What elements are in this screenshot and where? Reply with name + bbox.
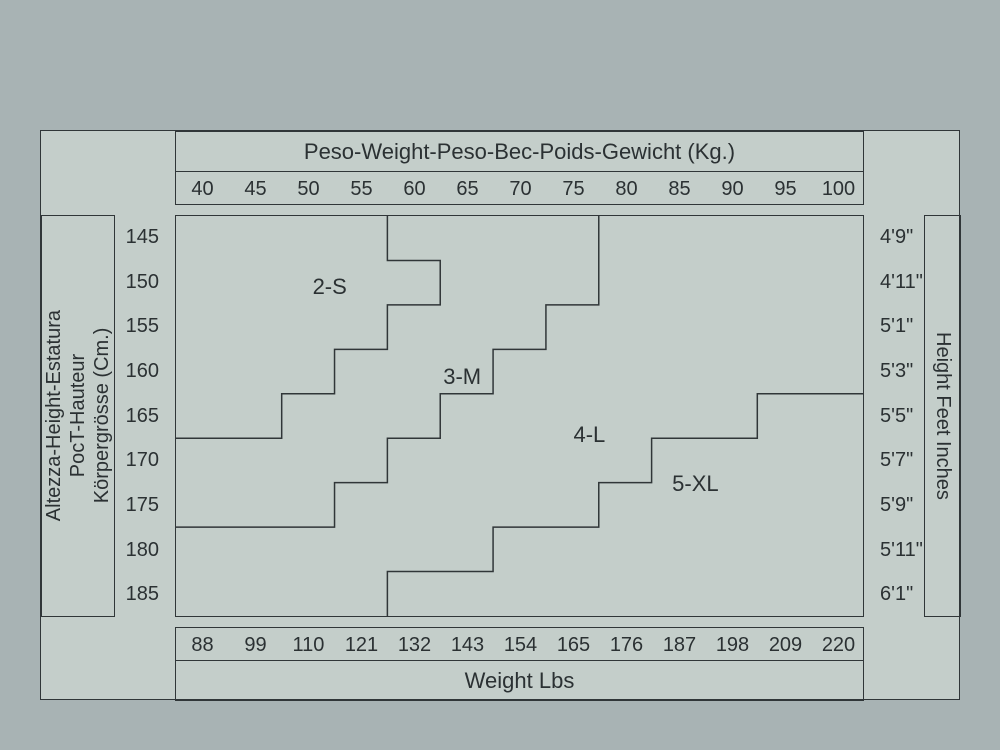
- weight-kg-tick: 65: [441, 178, 494, 201]
- weight-kg-tick: 75: [547, 178, 600, 201]
- height-cm-tick: 150: [115, 260, 165, 305]
- height-ft-tick: 5'7": [874, 438, 924, 483]
- height-ft-tick-col: 4'9"4'11"5'1"5'3"5'5"5'7"5'9"5'11"6'1": [874, 215, 924, 617]
- weight-lbs-tick: 154: [494, 634, 547, 657]
- size-zone-grid: 2-S 3-M 4-L 5-XL: [175, 215, 864, 617]
- zone-boundary: [176, 216, 440, 438]
- height-cm-tick: 185: [115, 572, 165, 617]
- weight-kg-tick: 40: [176, 178, 229, 201]
- height-cm-tick: 145: [115, 215, 165, 260]
- height-cm-tick-col: 145150155160165170175180185: [115, 215, 165, 617]
- weight-lbs-tick: 121: [335, 634, 388, 657]
- weight-lbs-tick: 198: [706, 634, 759, 657]
- height-cm-tick: 180: [115, 528, 165, 573]
- weight-lbs-tick: 187: [653, 634, 706, 657]
- weight-kg-tick-row: 404550556065707580859095100: [176, 172, 865, 206]
- weight-kg-tick: 85: [653, 178, 706, 201]
- zone-boundary-lines: [176, 216, 863, 616]
- height-ft-title: Height Feet Inches: [931, 332, 954, 500]
- height-cm-title-line: Körpergrösse (Cm.): [90, 310, 114, 521]
- weight-lbs-tick: 88: [176, 634, 229, 657]
- size-chart: Peso-Weight-Peso-Bec-Poids-Gewicht (Kg.)…: [40, 130, 960, 700]
- weight-lbs-tick: 165: [547, 634, 600, 657]
- weight-lbs-title-band: Weight Lbs: [175, 661, 864, 701]
- weight-lbs-tick: 110: [282, 634, 335, 657]
- size-zone-label: 5-XL: [672, 471, 718, 497]
- height-cm-tick: 165: [115, 394, 165, 439]
- weight-kg-tick: 55: [335, 178, 388, 201]
- weight-kg-tick: 45: [229, 178, 282, 201]
- height-ft-tick: 5'11": [874, 528, 924, 573]
- weight-lbs-tick: 176: [600, 634, 653, 657]
- height-cm-tick: 175: [115, 483, 165, 528]
- zone-boundary: [176, 216, 599, 527]
- weight-kg-tick: 50: [282, 178, 335, 201]
- size-zone-label: 4-L: [573, 422, 605, 448]
- weight-lbs-tick: 143: [441, 634, 494, 657]
- height-ft-tick: 5'9": [874, 483, 924, 528]
- height-cm-title-line: PocT-Hauteur: [66, 310, 90, 521]
- height-cm-title: Altezza-Height-EstaturaPocT-HauteurKörpe…: [42, 310, 114, 521]
- height-ft-tick: 5'1": [874, 304, 924, 349]
- height-ft-tick: 4'11": [874, 260, 924, 305]
- height-cm-tick: 155: [115, 304, 165, 349]
- height-ft-tick: 6'1": [874, 572, 924, 617]
- height-ft-tick: 5'5": [874, 394, 924, 439]
- height-cm-tick: 170: [115, 438, 165, 483]
- weight-kg-title-band: Peso-Weight-Peso-Bec-Poids-Gewicht (Kg.): [175, 131, 864, 171]
- weight-lbs-tick-row: 8899110121132143154165176187198209220: [176, 628, 865, 662]
- weight-lbs-title: Weight Lbs: [465, 668, 575, 694]
- weight-kg-tick: 95: [759, 178, 812, 201]
- weight-kg-tick: 60: [388, 178, 441, 201]
- weight-kg-tick-band: 404550556065707580859095100: [175, 171, 864, 205]
- height-ft-tick: 4'9": [874, 215, 924, 260]
- weight-kg-tick: 100: [812, 178, 865, 201]
- weight-kg-title: Peso-Weight-Peso-Bec-Poids-Gewicht (Kg.): [304, 139, 735, 165]
- height-cm-title-band: Altezza-Height-EstaturaPocT-HauteurKörpe…: [41, 215, 115, 617]
- size-zone-label: 3-M: [443, 364, 481, 390]
- weight-lbs-tick-band: 8899110121132143154165176187198209220: [175, 627, 864, 661]
- weight-lbs-tick: 132: [388, 634, 441, 657]
- weight-kg-tick: 80: [600, 178, 653, 201]
- height-cm-title-line: Altezza-Height-Estatura: [42, 310, 66, 521]
- weight-kg-tick: 70: [494, 178, 547, 201]
- weight-lbs-tick: 220: [812, 634, 865, 657]
- weight-kg-tick: 90: [706, 178, 759, 201]
- weight-lbs-tick: 209: [759, 634, 812, 657]
- height-ft-tick: 5'3": [874, 349, 924, 394]
- height-cm-tick: 160: [115, 349, 165, 394]
- weight-lbs-tick: 99: [229, 634, 282, 657]
- size-zone-label: 2-S: [313, 274, 347, 300]
- zone-boundary: [387, 394, 863, 616]
- height-ft-title-band: Height Feet Inches: [924, 215, 961, 617]
